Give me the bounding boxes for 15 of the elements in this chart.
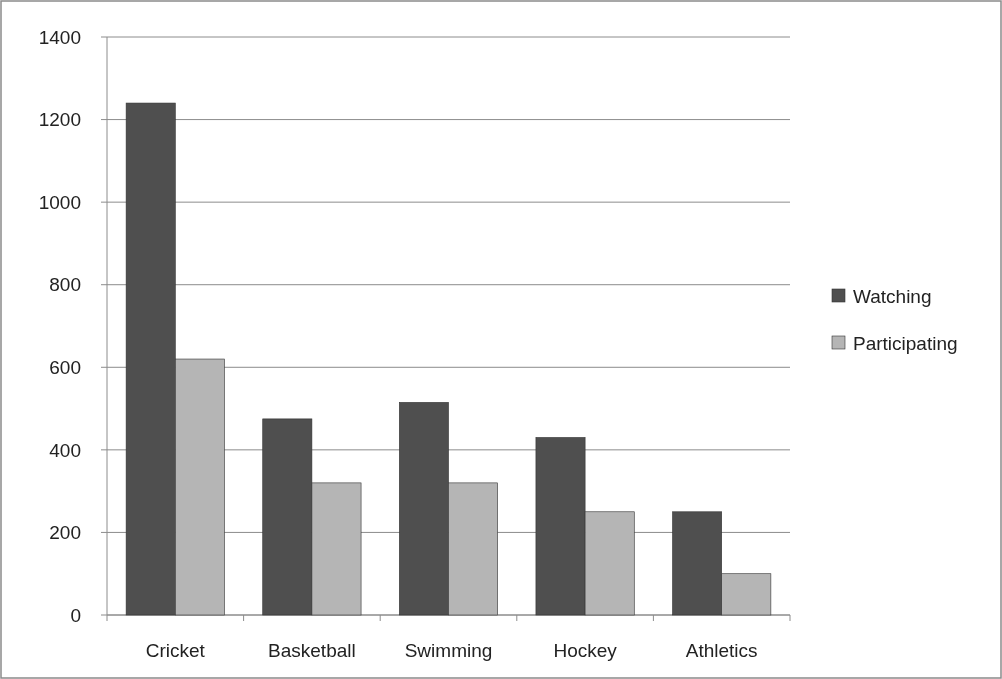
y-tick-label: 1000 (38, 191, 81, 213)
y-tick-label: 200 (49, 522, 81, 544)
x-tick-label: Hockey (553, 640, 618, 661)
y-tick-label: 0 (70, 604, 81, 626)
y-tick-label: 400 (49, 439, 81, 461)
x-tick-label: Basketball (268, 640, 356, 661)
y-tick-label: 1400 (38, 26, 81, 48)
x-tick-label: Athletics (685, 640, 758, 661)
y-tick-label: 600 (49, 356, 81, 378)
y-tick-label: 800 (49, 274, 81, 296)
y-tick-label: 1200 (38, 109, 81, 131)
legend-label: Watching (853, 285, 932, 307)
x-tick-label: Cricket (145, 640, 206, 661)
legend-label: Participating (853, 332, 958, 354)
x-tick-label: Swimming (404, 640, 493, 661)
